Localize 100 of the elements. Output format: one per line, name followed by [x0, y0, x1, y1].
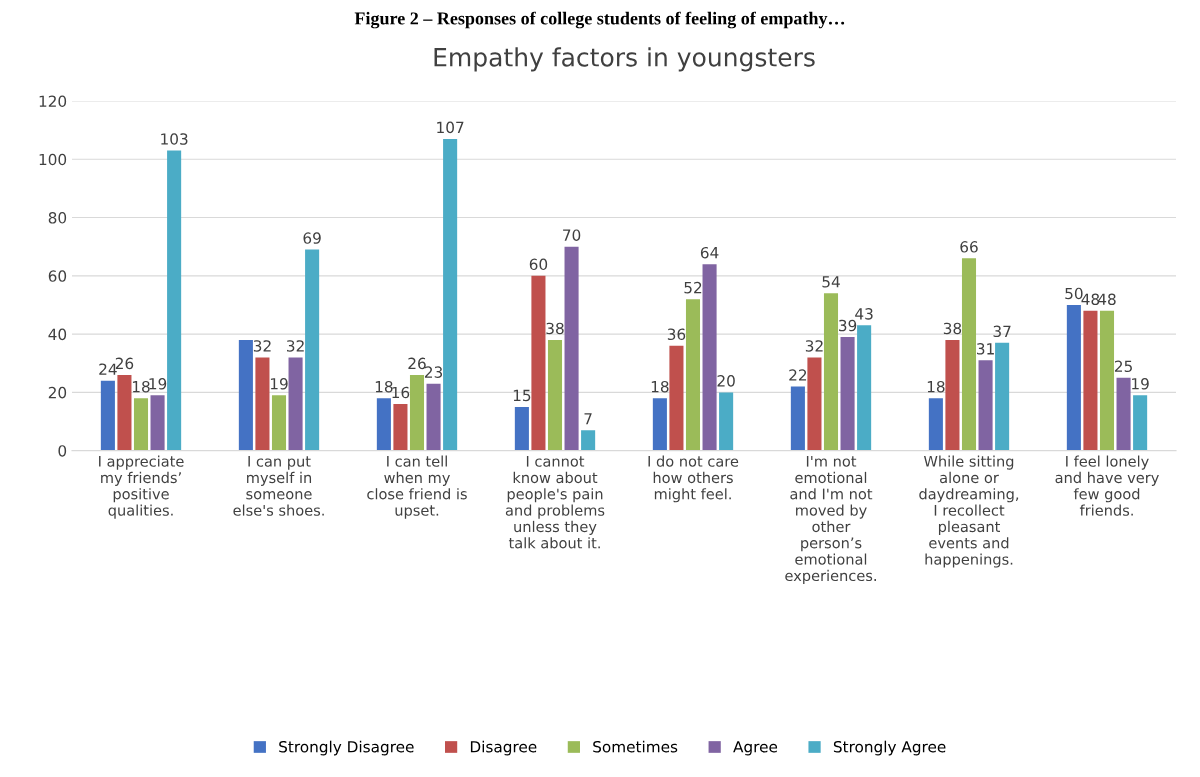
data-label: 7	[584, 413, 592, 425]
caption: Figure 2 – Responses of college students of feeling of empathy…	[354, 11, 845, 29]
bar	[133, 398, 149, 451]
bar	[652, 398, 667, 451]
bar	[238, 339, 253, 451]
bar	[995, 342, 1010, 451]
bar	[978, 360, 993, 451]
bar	[928, 398, 943, 451]
chart-title: Empathy factors in youngsters	[434, 47, 815, 72]
x-tick-label: I cannot know about people's pain and problems unless they talk about it.	[505, 455, 605, 549]
data-label: 38	[546, 322, 564, 335]
y-tick-label: 40	[48, 328, 67, 341]
bar	[1133, 395, 1148, 451]
bar	[531, 275, 546, 451]
y-tick-label: 100	[39, 153, 67, 166]
data-label: 36	[667, 328, 686, 341]
bar	[376, 398, 391, 451]
data-label: 22	[789, 369, 807, 381]
bar	[393, 404, 408, 451]
bar	[669, 345, 684, 451]
bar	[117, 374, 132, 451]
data-label: 18	[927, 380, 945, 393]
bar	[840, 337, 855, 451]
bar	[305, 249, 320, 451]
bar	[685, 299, 701, 451]
legend-label: Strongly Disagree	[279, 740, 414, 756]
data-label: 37	[993, 325, 1011, 338]
bar	[1066, 304, 1081, 451]
x-tick-label: While sitting alone or daydreaming, I recollect pleasant events and happenings.	[919, 455, 1019, 568]
bar	[1099, 310, 1115, 451]
data-label: 64	[700, 246, 719, 259]
data-label: 54	[822, 276, 840, 288]
legend-label: Sometimes	[593, 740, 678, 753]
data-label: 66	[960, 241, 978, 253]
data-label: 60	[529, 258, 548, 271]
legend-label: Agree	[733, 741, 778, 756]
data-label: 20	[717, 375, 735, 387]
bar	[271, 395, 287, 451]
y-tick-label: 60	[48, 270, 67, 282]
y-tick-label: 80	[48, 212, 67, 224]
data-label: 48	[1081, 293, 1100, 306]
bar	[255, 357, 270, 451]
data-label: 107	[437, 121, 464, 134]
data-label: 25	[1114, 360, 1132, 373]
x-tick-label: I can put myself in someone else's shoes.	[233, 455, 324, 516]
bar	[945, 339, 960, 451]
data-label: 32	[253, 340, 271, 352]
data-label: 38	[943, 322, 962, 335]
bar	[1116, 377, 1131, 451]
data-label: 50	[1065, 287, 1083, 300]
data-label: 26	[408, 357, 426, 370]
bar	[823, 293, 839, 451]
bar	[961, 258, 977, 451]
data-label: 24	[99, 363, 117, 375]
y-tick-label: 20	[48, 386, 67, 399]
data-label: 31	[977, 343, 994, 355]
bar	[857, 325, 872, 451]
bar	[1083, 310, 1098, 451]
bar	[409, 374, 425, 451]
bar	[790, 386, 805, 451]
data-label: 69	[303, 232, 321, 244]
data-label: 52	[684, 281, 702, 294]
data-label: 18	[375, 380, 393, 393]
bar	[702, 264, 717, 451]
bar	[547, 339, 563, 451]
y-tick-label: 120	[39, 95, 67, 108]
bar	[288, 357, 303, 451]
data-label: 70	[563, 229, 581, 241]
legend-label: Disagree	[470, 740, 537, 756]
bar	[426, 383, 441, 451]
data-label: 19	[270, 378, 288, 390]
y-tick-label: 0	[58, 445, 67, 457]
data-label: 19	[149, 378, 167, 390]
bar	[564, 246, 579, 451]
bar	[443, 138, 458, 451]
bar	[100, 380, 115, 451]
x-tick-label: I'm not emotional and I'm not moved by other person’s emotional experiences.	[785, 455, 876, 584]
data-label: 19	[1132, 378, 1149, 390]
x-tick-label: I feel lonely and have very few good friends.	[1055, 455, 1159, 516]
data-label: 39	[839, 319, 857, 332]
bar	[719, 392, 734, 451]
legend-label: Strongly Agree	[833, 740, 946, 756]
x-tick-label: I do not care how others might feel.	[648, 455, 739, 503]
data-label: 26	[115, 357, 134, 370]
data-label: 16	[392, 386, 410, 399]
bar	[150, 395, 165, 451]
data-label: 43	[855, 308, 873, 320]
data-label: 48	[1098, 293, 1116, 306]
data-label: 15	[513, 389, 531, 402]
data-label: 32	[287, 340, 304, 352]
x-tick-label: I can tell when my close friend is upset.	[367, 455, 467, 519]
bar	[581, 430, 596, 451]
data-label: 18	[132, 380, 150, 393]
bar	[167, 150, 182, 451]
data-label: 103	[161, 133, 188, 145]
x-tick-label: I appreciate my friends’ positive qualities.	[99, 455, 184, 519]
data-label: 32	[805, 340, 823, 352]
bar	[807, 357, 822, 451]
data-label: 23	[424, 366, 443, 378]
bar	[514, 406, 529, 451]
